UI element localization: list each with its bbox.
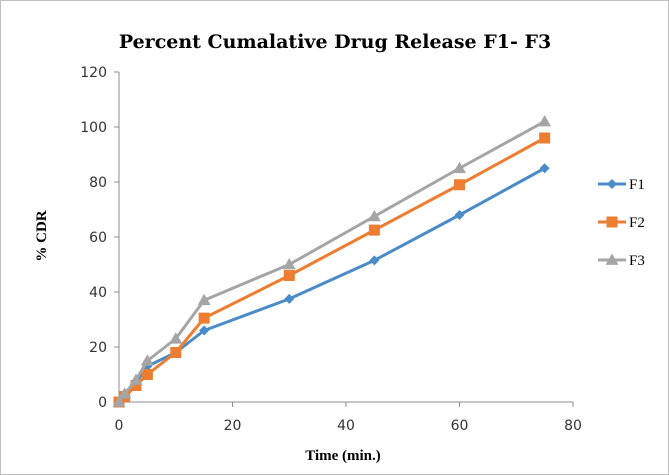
data-point-f1 [454, 210, 465, 220]
legend-marker [605, 253, 619, 265]
legend-label: F1 [629, 177, 645, 193]
data-point-f3 [453, 161, 466, 174]
legend-label: F3 [629, 253, 645, 269]
y-tick-label: 80 [89, 175, 107, 191]
data-point-f2 [539, 132, 551, 144]
data-point-f2 [454, 179, 465, 191]
legend-item-f3: F3 [598, 253, 645, 269]
data-point-f3 [140, 354, 154, 366]
data-point-f3 [197, 293, 211, 306]
series-layer [112, 115, 552, 408]
data-point-f3 [129, 373, 143, 385]
data-point-f1 [539, 163, 550, 174]
series-line-f1 [117, 166, 546, 404]
data-point-f2 [141, 369, 153, 380]
x-tick-label: 20 [224, 418, 242, 434]
x-tick-label: 60 [451, 418, 469, 434]
legend-marker [606, 216, 618, 228]
y-tick-label: 60 [89, 230, 107, 246]
data-point-f3 [367, 209, 381, 222]
legend-item-f2: F2 [598, 215, 645, 231]
y-tick-label: 100 [80, 120, 107, 136]
data-point-f3 [112, 395, 126, 407]
legend-marker [607, 179, 617, 189]
data-point-f3 [282, 258, 296, 270]
x-axis-title: Time (min.) [305, 448, 381, 464]
y-tick-label: 0 [98, 395, 107, 411]
x-tick-label: 0 [115, 418, 124, 434]
y-tick-label: 40 [89, 285, 107, 301]
series-line-f2 [117, 136, 546, 404]
data-point-f2 [130, 380, 142, 391]
x-tick-label: 80 [564, 418, 582, 434]
data-point-f1 [284, 293, 295, 304]
y-axis-title: % CDR [34, 210, 50, 261]
y-tick-label: 120 [80, 65, 107, 81]
data-point-f3 [118, 387, 132, 399]
data-point-f2 [170, 347, 182, 358]
data-point-f2 [283, 270, 295, 281]
x-tick-label: 40 [337, 418, 355, 434]
y-ticks: 0 20 40 60 80 100 120 [80, 65, 119, 411]
series-f2 [113, 132, 551, 408]
x-ticks: 0 20 40 60 80 [115, 402, 582, 434]
data-point-f2 [198, 312, 210, 324]
axes [118, 72, 573, 403]
data-point-f1 [199, 325, 210, 336]
legend-item-f1: F1 [598, 177, 645, 193]
data-point-f1 [369, 255, 380, 266]
data-point-f3 [538, 115, 552, 127]
data-point-f2 [368, 224, 380, 236]
series-f3 [112, 115, 552, 407]
series-f1 [114, 163, 550, 407]
series-line-f3 [117, 120, 546, 403]
data-point-f3 [169, 332, 183, 344]
legend: F1 F2 F3 [598, 177, 645, 269]
chart-title: Percent Cumalative Drug Release F1- F3 [119, 31, 551, 53]
legend-label: F2 [629, 215, 645, 231]
y-tick-label: 20 [89, 340, 107, 356]
